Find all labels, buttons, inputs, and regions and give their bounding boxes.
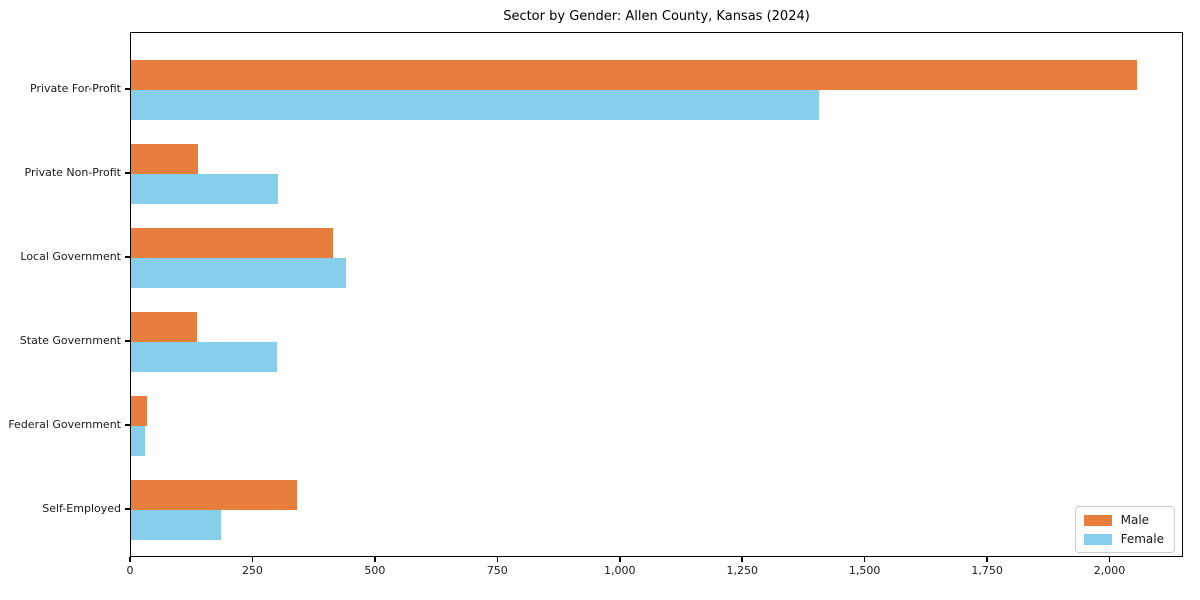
x-tick-label: 750 [486,564,508,577]
bar-female-private-for-profit [131,90,819,120]
x-tick-label: 1,250 [726,564,758,577]
x-tick-mark [863,557,866,562]
bar-male-private-for-profit [131,60,1137,90]
x-tick-mark [1108,557,1111,562]
y-tick-label: Self-Employed [42,502,121,515]
x-tick-label: 2,000 [1093,564,1126,577]
x-tick-label: 1,750 [971,564,1003,577]
y-tick-mark [125,256,130,258]
y-tick-mark [125,88,130,90]
y-tick-mark [125,340,130,342]
y-tick-label: State Government [19,334,121,347]
x-tick-mark [374,557,376,562]
y-tick-label: Local Government [20,250,121,263]
x-tick-mark [986,557,988,562]
bar-male-state-government [131,312,197,342]
y-tick-mark [125,424,130,426]
bar-female-self-employed [131,510,221,540]
plot-area: Male Female [130,32,1183,557]
bar-female-federal-government [131,426,145,456]
legend-label-male: Male [1120,513,1150,527]
legend-item-male: Male [1083,513,1164,527]
x-tick-mark [129,557,131,562]
y-tick-label: Private For-Profit [30,82,121,95]
legend: Male Female [1074,506,1175,553]
bar-female-state-government [131,342,278,372]
y-tick-label: Private Non-Profit [24,166,121,179]
bar-female-private-non-profit [131,174,279,204]
y-tick-label: Federal Government [8,418,121,431]
bar-male-federal-government [131,396,147,426]
x-tick-label: 1,500 [848,564,881,577]
x-tick-label: 500 [364,564,386,577]
x-tick-mark [619,557,621,562]
x-tick-mark [251,557,254,562]
legend-swatch-female-icon [1083,533,1112,545]
x-tick-label: 250 [241,564,263,577]
x-tick-mark [496,557,499,562]
legend-label-female: Female [1120,532,1164,546]
y-tick-mark [125,172,130,174]
y-tick-mark [125,508,130,510]
legend-item-female: Female [1083,532,1164,546]
bar-female-local-government [131,258,347,288]
x-tick-label: 0 [126,564,134,577]
bar-male-private-non-profit [131,144,198,174]
chart-title: Sector by Gender: Allen County, Kansas (… [503,9,810,24]
x-tick-mark [741,557,743,562]
bar-male-local-government [131,228,334,258]
bar-male-self-employed [131,480,298,510]
legend-swatch-male-icon [1083,514,1112,526]
x-tick-label: 1,000 [604,564,636,577]
